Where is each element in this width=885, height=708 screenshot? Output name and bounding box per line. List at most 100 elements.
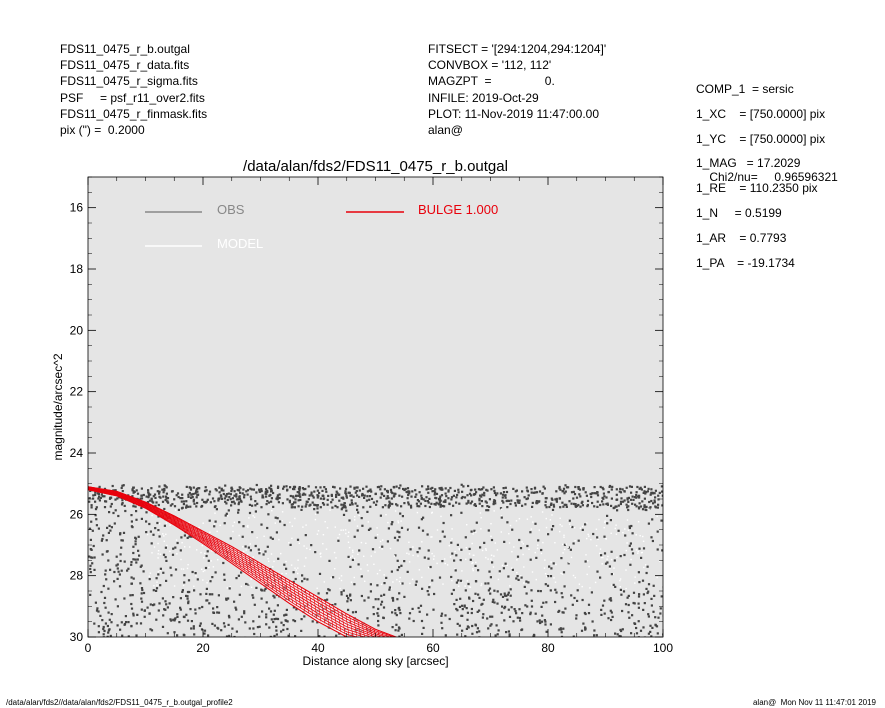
obs-point	[189, 546, 191, 548]
obs-point	[619, 628, 622, 631]
obs-point	[625, 503, 628, 506]
obs-point	[186, 595, 189, 598]
obs-point	[227, 515, 229, 517]
bulge-hatch	[297, 584, 302, 609]
obs-point	[361, 492, 364, 496]
obs-point	[575, 496, 579, 499]
obs-point	[387, 506, 390, 509]
obs-point	[383, 638, 385, 640]
obs-point	[558, 487, 561, 490]
obs-point	[231, 497, 234, 500]
obs-point	[551, 498, 554, 501]
obs-point	[294, 635, 297, 637]
obs-point	[654, 506, 657, 509]
header-left-block: FDS11_0475_r_b.outgal FDS11_0475_r_data.f…	[60, 41, 207, 138]
obs-point	[418, 505, 421, 508]
obs-point	[165, 559, 168, 562]
obs-point	[593, 486, 596, 489]
obs-point	[365, 485, 368, 488]
bulge-band	[88, 486, 398, 637]
obs-point	[346, 600, 349, 603]
obs-point	[270, 490, 273, 493]
obs-point	[129, 594, 132, 597]
obs-point	[452, 588, 455, 592]
obs-point	[250, 498, 253, 501]
obs-point	[223, 578, 226, 581]
obs-point	[531, 505, 534, 508]
obs-point	[516, 555, 520, 558]
obs-point	[569, 548, 572, 551]
obs-point	[456, 609, 459, 612]
obs-point	[658, 560, 661, 562]
obs-point	[89, 556, 92, 559]
obs-point	[541, 511, 544, 513]
obs-point	[544, 623, 547, 626]
obs-point	[149, 530, 152, 533]
obs-point	[468, 586, 470, 588]
obs-point	[249, 543, 251, 545]
obs-point	[213, 523, 216, 525]
obs-point	[163, 540, 165, 542]
obs-point	[326, 598, 329, 601]
obs-point	[543, 619, 546, 622]
obs-point	[277, 501, 280, 504]
obs-point	[273, 634, 276, 637]
obs-point	[258, 625, 261, 628]
obs-point	[657, 503, 660, 506]
obs-point	[544, 620, 547, 623]
bulge-hatch	[208, 534, 213, 548]
obs-point	[224, 500, 227, 503]
x-tick-label: 0	[85, 641, 92, 655]
obs-point	[196, 578, 199, 581]
obs-point	[379, 496, 382, 499]
obs-point	[329, 509, 331, 511]
obs-point	[286, 627, 289, 631]
obs-point	[546, 584, 550, 587]
obs-point	[366, 490, 369, 493]
obs-point	[425, 488, 428, 491]
obs-point	[584, 560, 587, 563]
obs-point	[562, 611, 565, 614]
obs-point	[285, 619, 288, 622]
obs-point	[186, 567, 189, 570]
obs-point	[196, 549, 198, 551]
bulge-hatch	[385, 633, 388, 637]
obs-point	[288, 499, 291, 502]
obs-point	[112, 511, 115, 515]
obs-point	[174, 509, 177, 511]
obs-point	[323, 635, 326, 637]
obs-point	[485, 641, 487, 643]
obs-point	[431, 579, 434, 582]
obs-point	[327, 588, 330, 591]
obs-point	[475, 561, 477, 564]
obs-point	[281, 502, 284, 505]
obs-point	[631, 502, 634, 505]
obs-point	[134, 540, 137, 543]
obs-point	[152, 495, 155, 498]
bulge-hatch	[228, 544, 233, 562]
obs-point	[623, 553, 626, 557]
obs-point	[620, 593, 623, 596]
obs-point	[427, 485, 430, 488]
bulge-hatch	[200, 529, 205, 543]
obs-point	[90, 504, 93, 507]
obs-point	[121, 539, 124, 542]
obs-point	[104, 569, 107, 572]
obs-point	[428, 567, 430, 569]
obs-point	[493, 601, 496, 604]
obs-point	[162, 491, 165, 494]
obs-point	[101, 553, 104, 556]
legend-label: OBS	[217, 202, 245, 217]
obs-point	[257, 548, 260, 551]
obs-point	[335, 495, 338, 498]
obs-point	[638, 496, 641, 499]
obs-point	[660, 595, 663, 598]
obs-point	[567, 486, 570, 489]
obs-point	[460, 614, 463, 617]
obs-point	[377, 485, 381, 488]
obs-point	[625, 549, 627, 552]
bulge-hatch	[240, 551, 245, 570]
obs-point	[490, 538, 494, 542]
obs-point	[607, 490, 610, 494]
obs-point	[659, 612, 662, 615]
